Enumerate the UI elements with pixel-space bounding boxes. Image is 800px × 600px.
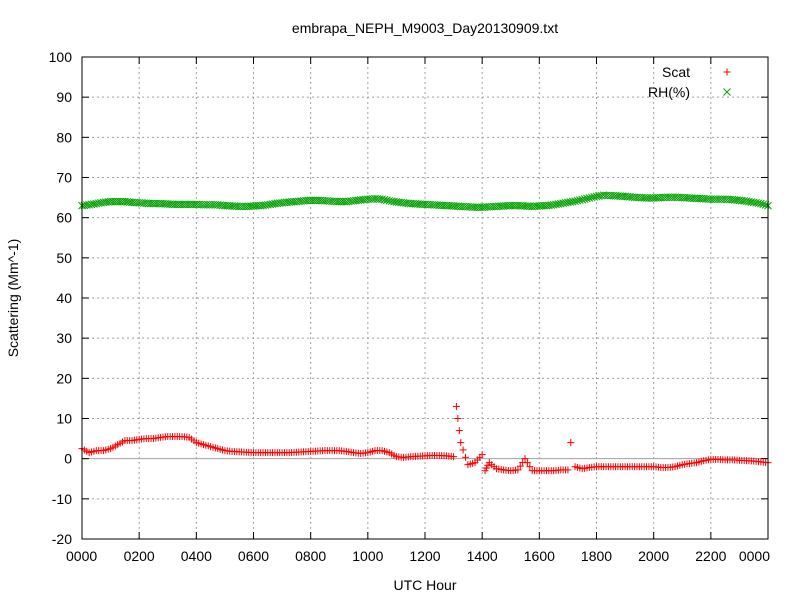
scat-point [457,439,465,447]
data-points [78,191,772,475]
tick-label-y: 10 [56,411,72,427]
scat-point [450,453,458,461]
tick-label-x: 2000 [638,548,669,564]
axis-tick-labels: -20 -10 0 10 20 30 40 50 60 70 80 90 100 0000 0200 0400… [49,49,771,564]
rh-point [568,197,577,206]
scat-point [564,466,572,474]
tick-label-x: 1400 [467,548,498,564]
tick-label-y: 90 [56,89,72,105]
tick-label-y: 40 [56,290,72,306]
rh-point [378,195,386,204]
scat-point [459,446,467,454]
scat-point [514,466,522,474]
tick-label-y: 30 [56,330,72,346]
tick-label-y: 20 [56,370,72,386]
scat-point [567,439,575,447]
legend-marker-rh [723,88,731,96]
rh-point [383,196,391,205]
tick-label-y: -20 [52,531,72,547]
rh-point [583,194,591,203]
tick-label-x: 0800 [295,548,326,564]
scat-point [454,415,462,422]
tick-label-y: 100 [49,49,73,65]
scat-point [478,451,486,459]
tick-label-x: 0600 [238,548,269,564]
axis-ticks [81,56,769,540]
rh-point [757,199,765,208]
rh-point [571,197,579,206]
tick-label-x: 2200 [695,548,726,564]
tick-label-y: 50 [56,250,72,266]
rh-point [575,196,584,204]
scat-point [523,459,531,467]
series-scat [78,402,772,475]
legend-label-scat: Scat [662,64,690,80]
legend-label-rh: RH(%) [648,84,690,100]
scat-point [526,463,534,471]
tick-label-x: 0000 [739,548,770,564]
tick-label-y: -10 [52,491,72,507]
scat-point [516,462,524,470]
rh-point [754,199,763,208]
tick-label-y: 70 [56,170,72,186]
rh-point [573,196,582,205]
tick-label-x: 1600 [524,548,555,564]
plot-border [81,56,769,540]
rh-point [578,195,587,204]
tick-label-y: 80 [56,129,72,145]
x-axis-label: UTC Hour [393,577,456,593]
scat-point [521,455,529,463]
chart-title: embrapa_NEPH_M9003_Day20130909.txt [292,20,558,36]
tick-label-x: 1800 [581,548,612,564]
rh-point [587,193,596,202]
tick-label-y: 0 [64,451,72,467]
tick-label-x: 0400 [181,548,212,564]
y-axis-label: Scattering (Mm^-1) [5,239,21,358]
rh-point [580,195,589,203]
series-rh [78,191,772,212]
tick-label-x: 0200 [124,548,155,564]
tick-label-x: 1000 [352,548,383,564]
rh-point [585,194,594,202]
scat-point [461,453,469,461]
tick-label-y: 60 [56,210,72,226]
rh-point [590,193,598,201]
tick-label-x: 1200 [409,548,440,564]
tick-label-x: 0000 [66,548,97,564]
scat-point [452,402,460,410]
legend-marker-scat [723,68,731,76]
rh-point [759,200,768,209]
legend: Scat RH(%) [648,64,731,100]
scat-point [455,427,463,435]
rh-point [380,195,389,204]
